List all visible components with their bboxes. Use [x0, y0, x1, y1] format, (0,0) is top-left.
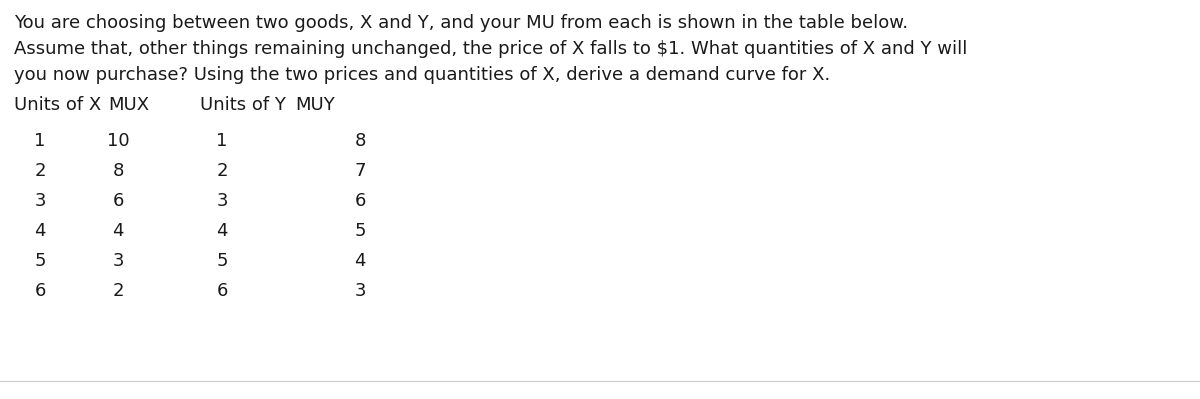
- Text: Units of X: Units of X: [14, 96, 101, 114]
- Text: 6: 6: [216, 282, 228, 300]
- Text: 5: 5: [354, 222, 366, 240]
- Text: You are choosing between two goods, X and Y, and your MU from each is shown in t: You are choosing between two goods, X an…: [14, 14, 908, 32]
- Text: MUY: MUY: [295, 96, 335, 114]
- Text: 3: 3: [216, 192, 228, 210]
- Text: 1: 1: [35, 132, 46, 150]
- Text: 8: 8: [354, 132, 366, 150]
- Text: Assume that, other things remaining unchanged, the price of X falls to $1. What : Assume that, other things remaining unch…: [14, 40, 967, 58]
- Text: 1: 1: [216, 132, 228, 150]
- Text: 5: 5: [216, 252, 228, 270]
- Text: 3: 3: [354, 282, 366, 300]
- Text: 6: 6: [354, 192, 366, 210]
- Text: 4: 4: [216, 222, 228, 240]
- Text: 4: 4: [354, 252, 366, 270]
- Text: MUX: MUX: [108, 96, 149, 114]
- Text: 6: 6: [113, 192, 124, 210]
- Text: 8: 8: [113, 162, 124, 180]
- Text: 2: 2: [35, 162, 46, 180]
- Text: 5: 5: [35, 252, 46, 270]
- Text: 2: 2: [113, 282, 124, 300]
- Text: 7: 7: [354, 162, 366, 180]
- Text: 6: 6: [35, 282, 46, 300]
- Text: Units of Y: Units of Y: [200, 96, 286, 114]
- Text: 4: 4: [113, 222, 124, 240]
- Text: you now purchase? Using the two prices and quantities of X, derive a demand curv: you now purchase? Using the two prices a…: [14, 66, 830, 84]
- Text: 2: 2: [216, 162, 228, 180]
- Text: 10: 10: [107, 132, 130, 150]
- Text: 3: 3: [35, 192, 46, 210]
- Text: 4: 4: [35, 222, 46, 240]
- Text: 3: 3: [113, 252, 124, 270]
